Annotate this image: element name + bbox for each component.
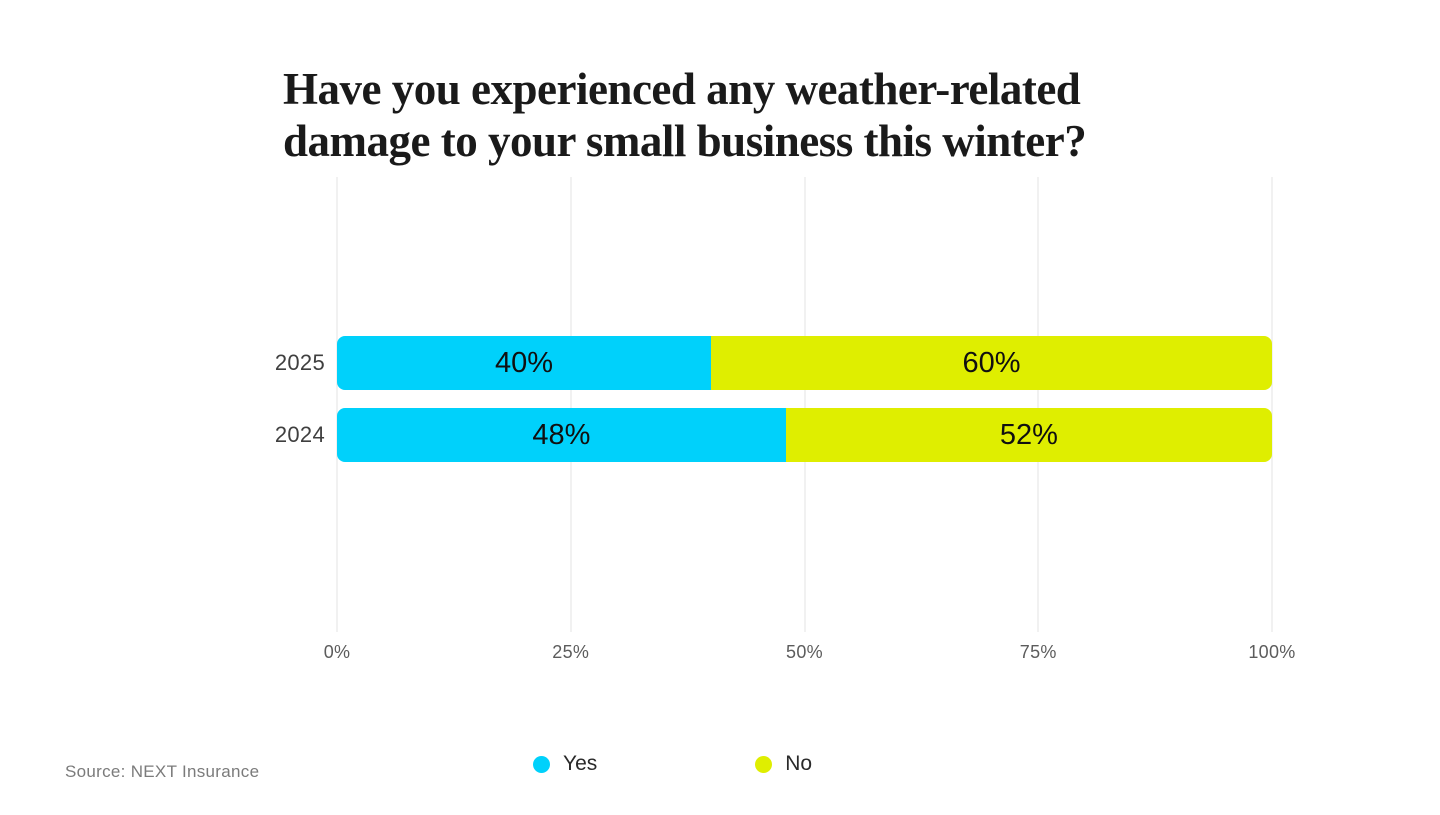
bar-segment-no-2024: 52% <box>785 408 1272 462</box>
chart-title-line-2: damage to your small business this winte… <box>283 116 1087 167</box>
chart-title: Have you experienced any weather-related… <box>283 63 1087 167</box>
x-tick-label: 50% <box>786 642 823 662</box>
bar-segment-no-2025: 60% <box>711 336 1272 390</box>
plot-area: 2025 40% 60% 2024 48% 52% 0% 25% 50% 75% 100% <box>275 177 1295 662</box>
legend-dot-icon <box>533 755 550 773</box>
legend-label: No <box>785 752 813 775</box>
source-note: Source: NEXT Insurance <box>65 762 260 781</box>
y-axis-label-2024: 2024 <box>274 422 325 447</box>
gridline <box>1271 177 1273 632</box>
legend-label: Yes <box>563 752 598 775</box>
bar-value-label: 52% <box>999 418 1058 451</box>
x-tick-label: 100% <box>1248 642 1296 662</box>
bar-segment-yes-2024: 48% <box>337 408 786 462</box>
chart-title-line-1: Have you experienced any weather-related <box>283 64 1081 115</box>
legend-item-yes: Yes <box>533 752 597 776</box>
bar-row-2024: 2024 48% 52% <box>275 408 1272 462</box>
gridline <box>1037 177 1039 632</box>
legend-dot-icon <box>755 755 773 773</box>
x-tick-label: 25% <box>552 642 590 662</box>
gridline <box>570 177 572 632</box>
bar-segment-yes-2025: 40% <box>337 336 711 390</box>
y-axis-label-2025: 2025 <box>274 350 325 375</box>
legend-item-no: No <box>755 752 812 776</box>
bar-value-label: 40% <box>494 346 554 379</box>
x-tick-label: 75% <box>1019 642 1057 662</box>
gridline <box>336 177 338 632</box>
legend: Yes No <box>533 752 812 776</box>
bar-value-label: 48% <box>532 418 591 451</box>
bar-value-label: 60% <box>962 346 1021 379</box>
gridline <box>804 177 805 632</box>
x-tick-label: 0% <box>323 642 351 662</box>
bar-row-2025: 2025 40% 60% <box>275 336 1272 390</box>
